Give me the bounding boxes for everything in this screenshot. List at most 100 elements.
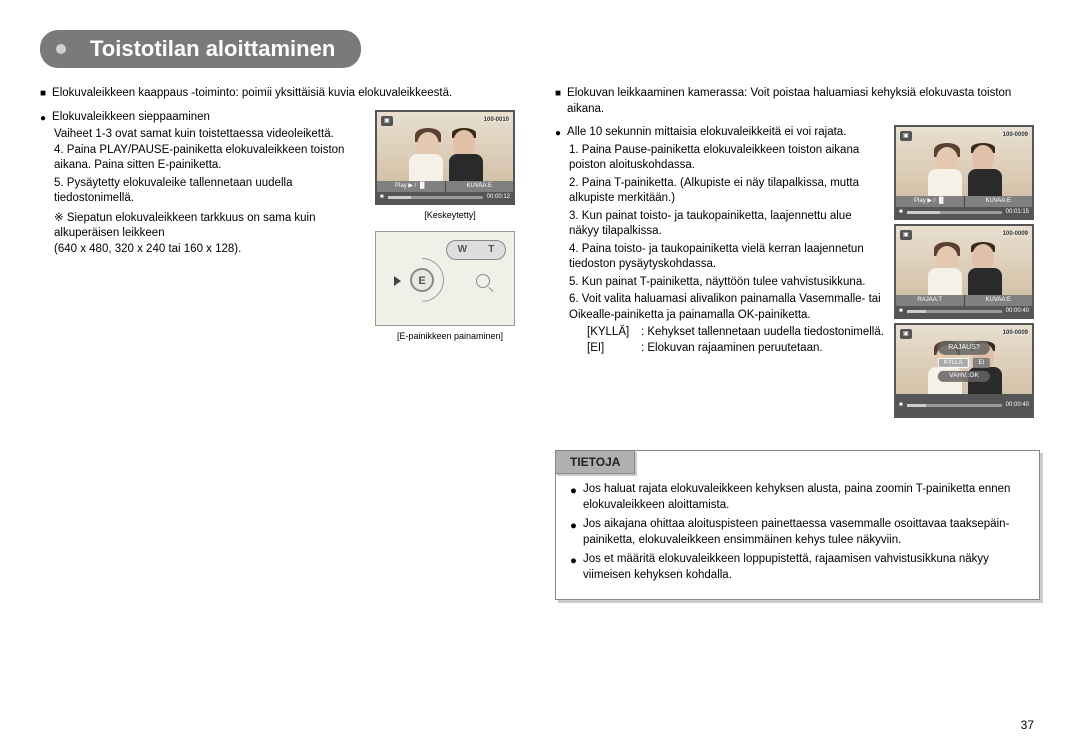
right-intro-text: Elokuvan leikkaaminen kamerassa: Voit po… (567, 86, 1040, 117)
lcd-file-label: 100-0009 (1003, 329, 1028, 339)
lcd-time: 00:00:40 (1006, 401, 1029, 409)
left-text-block: ● Elokuvaleikkeen sieppaaminen Vaiheet 1… (40, 110, 365, 352)
modal-no: EI (973, 358, 991, 368)
lcd-seg-play: Play ▶ / ▐▌ (377, 181, 446, 192)
lcd-file-label: 100-0009 (1003, 131, 1028, 141)
right-limit-text: Alle 10 sekunnin mittaisia elokuvaleikke… (567, 125, 846, 141)
lcd-screenshot-3: ▣ 100-0009 RAJAUS? KYLLÄ EI VAHV.:OK ■ 00:… (894, 323, 1034, 418)
dot-bullet-icon: ● (570, 554, 577, 583)
left-subheading-text: Elokuvaleikkeen sieppaaminen (52, 110, 210, 126)
kv-no: [EI] : Elokuvan rajaaminen peruutetaan. (587, 341, 884, 357)
photo-couple (906, 242, 1022, 289)
left-intro-text: Elokuvaleikkeen kaappaus -toiminto: poim… (52, 86, 452, 102)
movie-icon: ▣ (900, 329, 912, 339)
photo-couple (387, 128, 503, 175)
left-body: ● Elokuvaleikkeen sieppaaminen Vaiheet 1… (40, 110, 525, 352)
kv-yes-val: : Kehykset tallennetaan uudella tiedosto… (641, 325, 884, 341)
t-label: T (488, 243, 494, 257)
lcd-seg-capture: KUVAA:E (965, 196, 1033, 207)
right-step1: 1. Paina Pause-painiketta elokuvaleikkee… (569, 143, 884, 174)
caption-e-press: [E-painikkeen painaminen] (375, 330, 525, 342)
lcd-file-label: 100-0010 (484, 116, 509, 126)
left-step5: 5. Pysäytetty elokuvaleike tallennetaan … (54, 176, 365, 207)
left-note: ※ Siepatun elokuvaleikkeen tarkkuus on s… (54, 211, 365, 258)
lcd-seg-capture: KUVAA:E (965, 295, 1033, 306)
lcd-screenshot-paused: ▣ 100-0010 Play ▶ / ▐▌ KUVAA:E ■ (375, 110, 515, 205)
lcd-status-bar: RAJAA:TKUVAA:E ■ 00:00:40 (896, 295, 1032, 317)
photo-couple (906, 143, 1022, 190)
left-column: ■ Elokuvaleikkeen kaappaus -toiminto: po… (40, 86, 525, 600)
progress-fill (388, 196, 412, 199)
content-columns: ■ Elokuvaleikkeen kaappaus -toiminto: po… (40, 86, 1040, 600)
page-number: 37 (1021, 718, 1034, 732)
w-label: W (458, 243, 467, 257)
e-button: E (410, 268, 434, 292)
movie-icon: ▣ (381, 116, 393, 126)
lcd-status-bar: Play ▶ / ▐▌ KUVAA:E ■ 00:00:12 (377, 181, 513, 203)
lcd-seg-trim: RAJAA:T (896, 295, 965, 306)
kv-no-val: : Elokuvan rajaaminen peruutetaan. (641, 341, 823, 357)
progress-bar (388, 196, 483, 199)
lcd-status-bar: Play ▶ / ▐▌KUVAA:E ■ 00:01:15 (896, 196, 1032, 218)
lcd-status-bar: ■ 00:00:40 (896, 394, 1032, 416)
info-body: ●Jos haluat rajata elokuvaleikkeen kehyk… (556, 474, 1039, 599)
stop-icon: ■ (380, 193, 384, 201)
lcd-seg-capture: KUVAA:E (446, 181, 514, 192)
kv-yes-key: [KYLLÄ] (587, 325, 641, 341)
caption-paused: [Keskeytetty] (375, 209, 525, 221)
movie-icon: ▣ (900, 131, 912, 141)
lcd-screenshot-2: ▣ 100-0009 RAJAA:TKUVAA:E ■ 00:00:40 (894, 224, 1034, 319)
left-images: ▣ 100-0010 Play ▶ / ▐▌ KUVAA:E ■ (375, 110, 525, 352)
right-text-block: ● Alle 10 sekunnin mittaisia elokuvaleik… (555, 125, 884, 422)
arrow-icon (394, 276, 401, 286)
confirm-modal: RAJAUS? KYLLÄ EI VAHV.:OK (938, 341, 990, 381)
kv-yes: [KYLLÄ] : Kehykset tallennetaan uudella … (587, 325, 884, 341)
info-item-2: Jos aikajana ohittaa aloituspisteen pain… (583, 517, 1025, 548)
lcd-time: 00:00:40 (1006, 307, 1029, 315)
progress-bar (907, 310, 1002, 313)
page-title-text: Toistotilan aloittaminen (90, 36, 335, 61)
stop-icon: ■ (899, 208, 903, 216)
square-bullet-icon: ■ (40, 87, 46, 102)
right-step5: 5. Kun painat T-painiketta, näyttöön tul… (569, 275, 884, 291)
left-step4: 4. Paina PLAY/PAUSE-painiketta elokuvale… (54, 143, 365, 174)
page-title: Toistotilan aloittaminen (40, 30, 361, 68)
progress-bar (907, 404, 1002, 407)
modal-yes: KYLLÄ (938, 358, 969, 368)
right-images: ▣100-0009 Play ▶ / ▐▌KUVAA:E ■00:01:15 ▣… (894, 125, 1040, 422)
right-step6: 6. Voit valita haluamasi alivalikon pain… (569, 292, 884, 323)
dot-bullet-icon: ● (40, 112, 46, 126)
magnifier-icon (476, 274, 490, 288)
lcd-time: 00:00:12 (487, 193, 510, 201)
modal-ok: VAHV.:OK (938, 371, 990, 382)
right-body: ● Alle 10 sekunnin mittaisia elokuvaleik… (555, 125, 1040, 422)
left-intro: ■ Elokuvaleikkeen kaappaus -toiminto: po… (40, 86, 525, 102)
dot-bullet-icon: ● (570, 484, 577, 513)
lcd-time: 00:01:15 (1006, 208, 1029, 216)
right-step2: 2. Paina T-painiketta. (Alkupiste ei näy… (569, 176, 884, 207)
stop-icon: ■ (899, 307, 903, 315)
right-intro: ■ Elokuvan leikkaaminen kamerassa: Voit … (555, 86, 1040, 117)
wt-buttons: W T (446, 240, 506, 260)
e-button-diagram: W T E (375, 231, 515, 326)
info-box: TIETOJA ●Jos haluat rajata elokuvaleikke… (555, 450, 1040, 600)
kv-no-key: [EI] (587, 341, 641, 357)
info-item-1: Jos haluat rajata elokuvaleikkeen kehyks… (583, 482, 1025, 513)
right-step4: 4. Paina toisto- ja taukopainiketta viel… (569, 242, 884, 273)
dot-bullet-icon: ● (570, 519, 577, 548)
info-heading: TIETOJA (555, 450, 635, 474)
right-step3: 3. Kun painat toisto- ja taukopainiketta… (569, 209, 884, 240)
dot-bullet-icon: ● (555, 127, 561, 141)
right-limit: ● Alle 10 sekunnin mittaisia elokuvaleik… (555, 125, 884, 141)
lcd-file-label: 100-0009 (1003, 230, 1028, 240)
modal-title: RAJAUS? (938, 341, 990, 354)
info-item-3: Jos et määritä elokuvaleikkeen loppupist… (583, 552, 1025, 583)
movie-icon: ▣ (900, 230, 912, 240)
square-bullet-icon: ■ (555, 87, 561, 117)
lcd-screenshot-1: ▣ 100-0009 Play ▶ / ▐▌KUVAA:E ■ 00:01:15 (894, 125, 1034, 220)
progress-bar (907, 211, 1002, 214)
stop-icon: ■ (899, 401, 903, 409)
left-presteps: Vaiheet 1-3 ovat samat kuin toistettaess… (54, 127, 365, 143)
lcd-seg-play: Play ▶ / ▐▌ (896, 196, 965, 207)
left-subheading: ● Elokuvaleikkeen sieppaaminen (40, 110, 365, 126)
